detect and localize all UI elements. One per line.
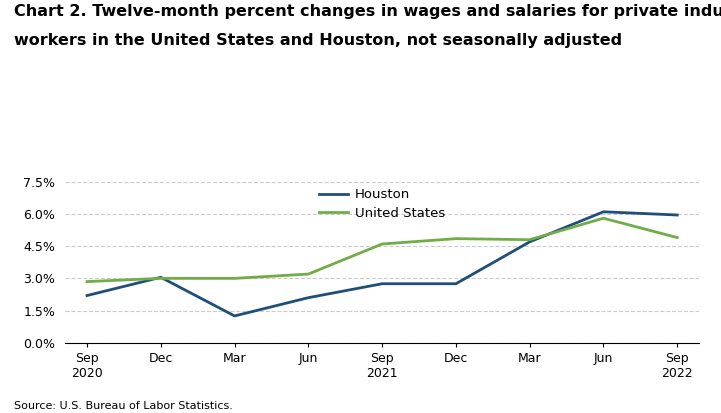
United States: [673, 235, 681, 240]
Houston: [526, 240, 534, 244]
Text: Source: U.S. Bureau of Labor Statistics.: Source: U.S. Bureau of Labor Statistics.: [14, 401, 234, 411]
Text: workers in the United States and Houston, not seasonally adjusted: workers in the United States and Houston…: [14, 33, 622, 48]
United States: [156, 276, 165, 281]
Houston: [599, 209, 608, 214]
Houston: [156, 275, 165, 280]
Text: Chart 2. Twelve-month percent changes in wages and salaries for private industry: Chart 2. Twelve-month percent changes in…: [14, 4, 721, 19]
Houston: [230, 313, 239, 318]
United States: [599, 216, 608, 221]
Houston: [304, 295, 313, 300]
Houston: [378, 281, 386, 286]
United States: [451, 236, 460, 241]
United States: [378, 242, 386, 247]
Houston: [673, 213, 681, 218]
United States: [526, 237, 534, 242]
United States: [83, 279, 92, 284]
Legend: Houston, United States: Houston, United States: [319, 188, 445, 220]
Houston: [83, 293, 92, 298]
Line: Houston: Houston: [87, 212, 677, 316]
United States: [230, 276, 239, 281]
Line: United States: United States: [87, 218, 677, 282]
Houston: [451, 281, 460, 286]
United States: [304, 272, 313, 277]
